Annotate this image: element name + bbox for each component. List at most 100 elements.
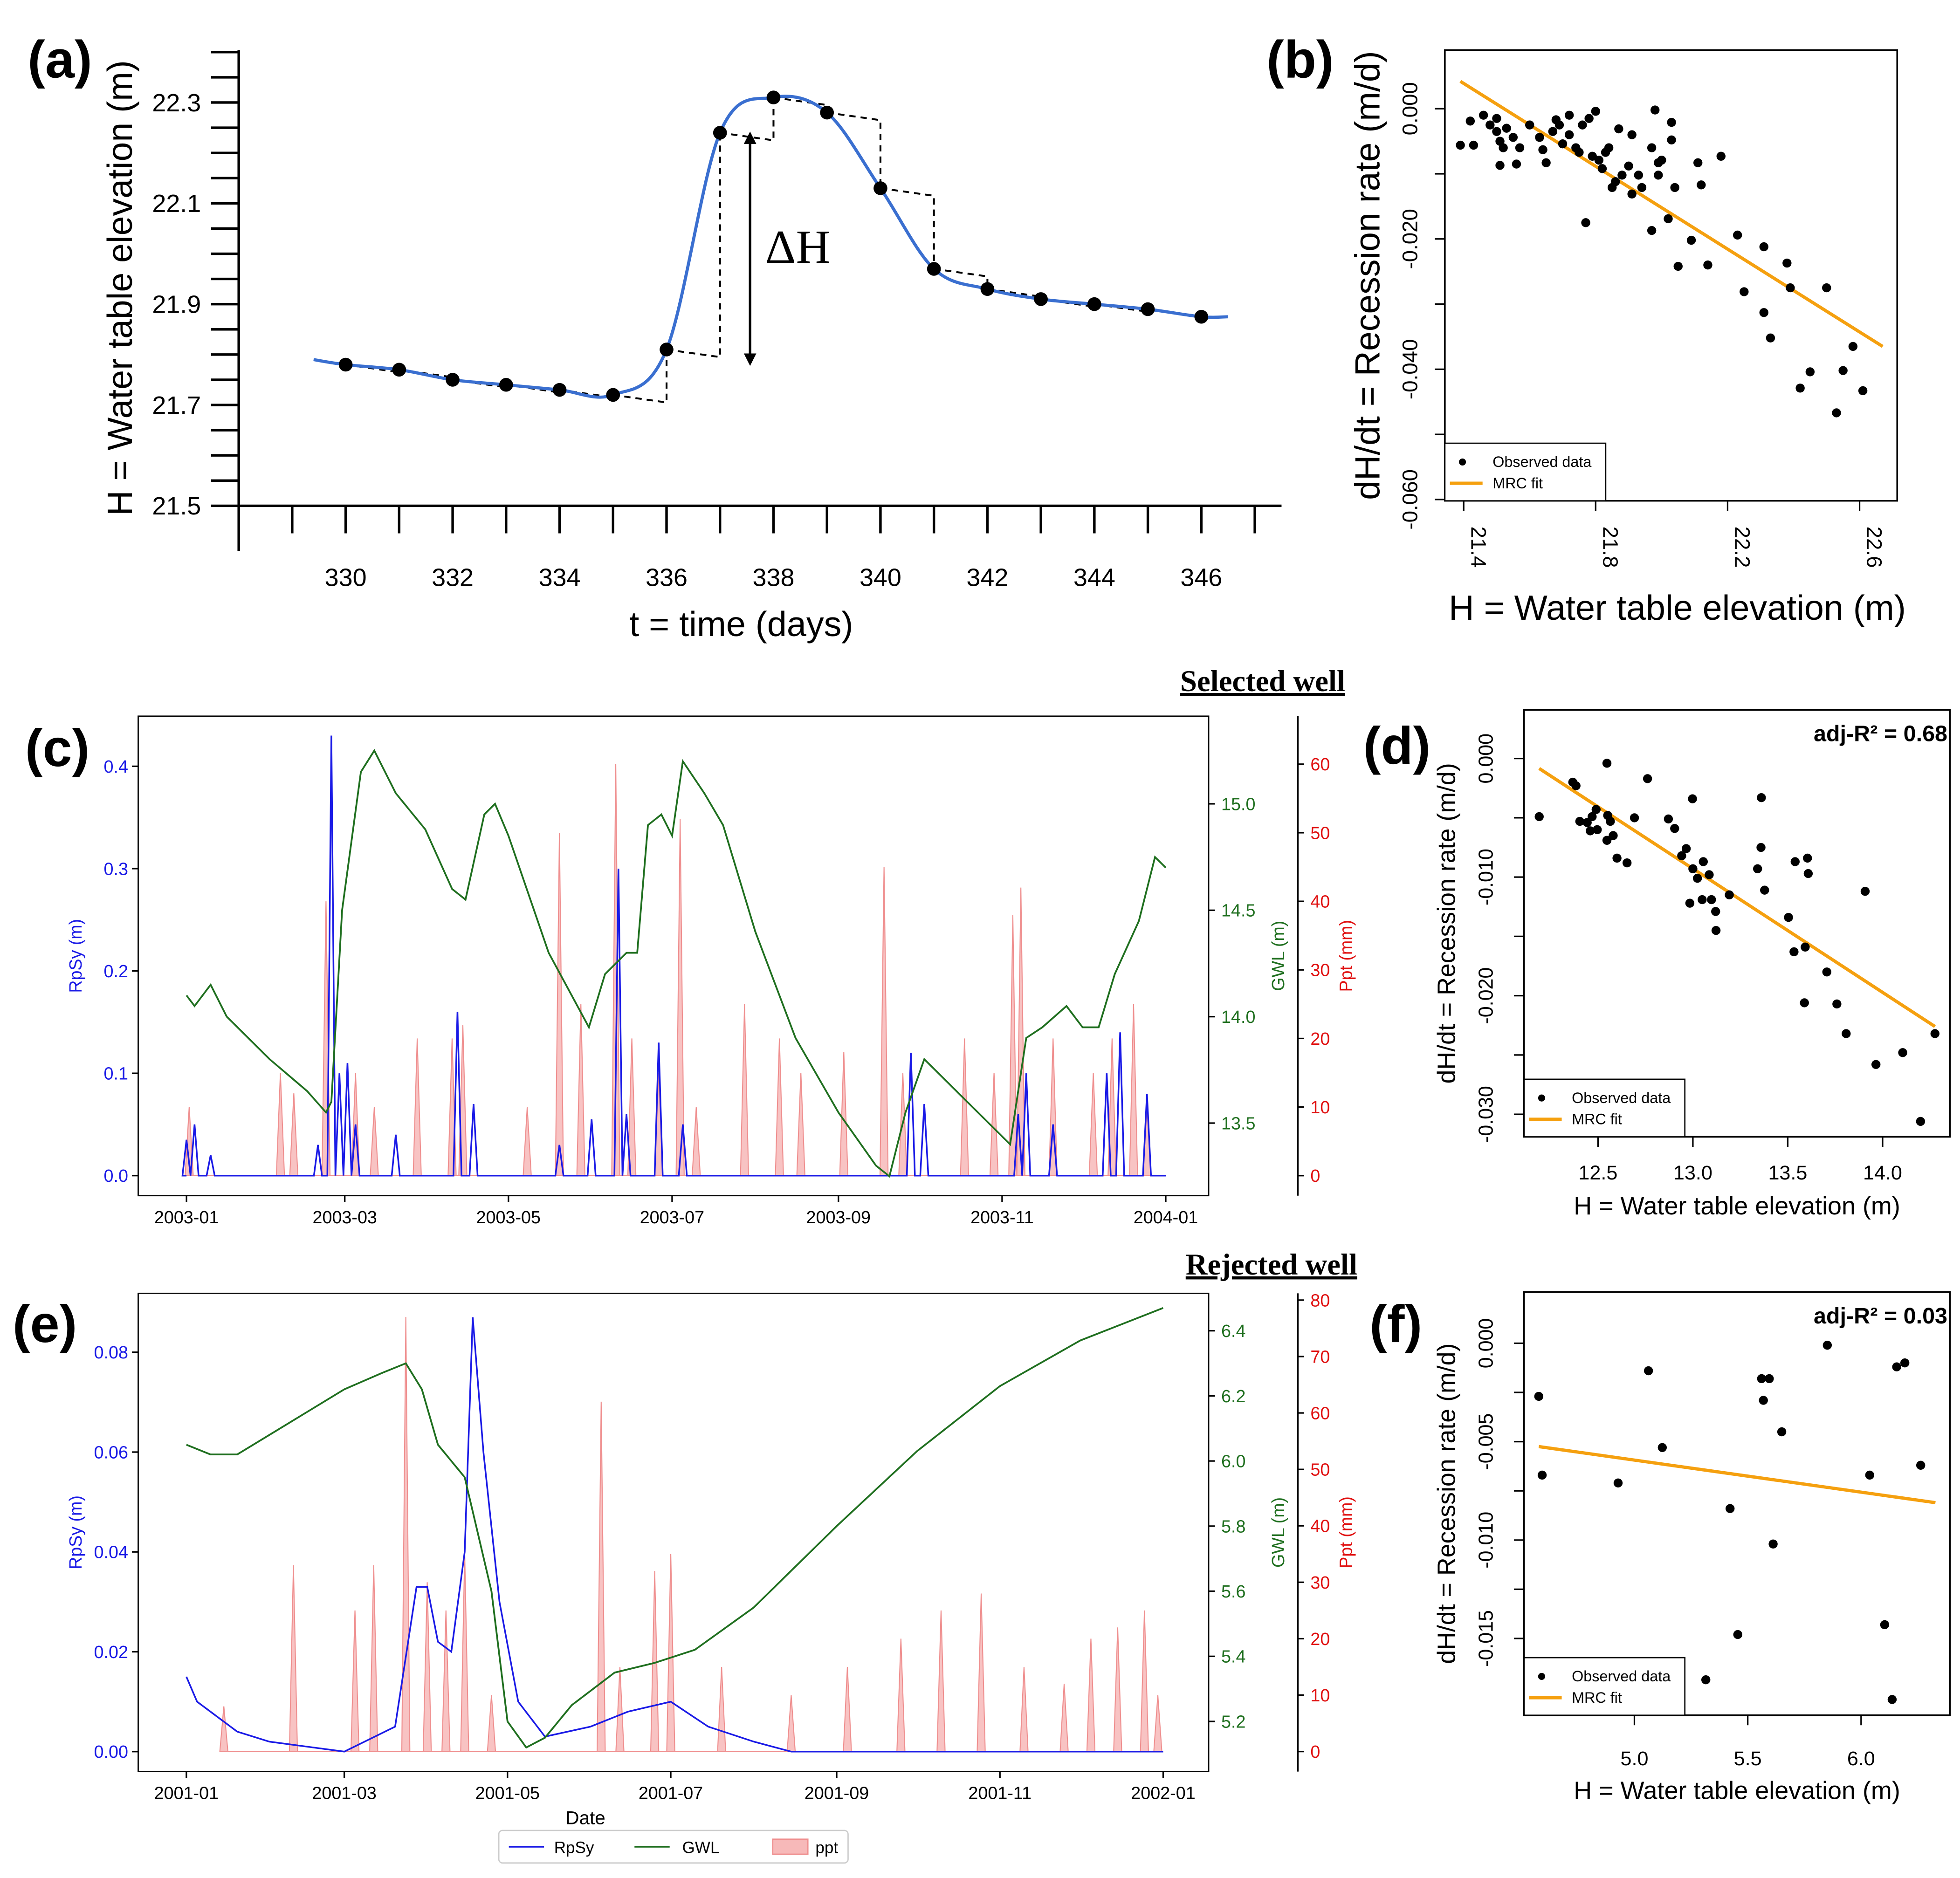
legend-label-observed: Observed data xyxy=(1492,453,1591,470)
observed-data-point xyxy=(1582,818,1592,827)
data-point xyxy=(660,343,674,356)
observed-data-point xyxy=(1756,843,1766,852)
observed-data-point xyxy=(1699,857,1708,866)
mrc-fit-line xyxy=(1538,767,1936,1028)
observed-data-point xyxy=(1606,816,1615,826)
gwl-tick-label: 5.8 xyxy=(1221,1516,1245,1536)
observed-data-point xyxy=(1760,885,1769,895)
x-tick-label: 2003-01 xyxy=(154,1207,219,1227)
rpsy-line xyxy=(181,735,1166,1177)
gwl-tick-label: 5.6 xyxy=(1221,1582,1245,1601)
observed-data-point xyxy=(1832,408,1841,418)
y-tick-label: 0.000 xyxy=(1475,1318,1497,1369)
data-point xyxy=(980,282,995,296)
observed-data-point xyxy=(1842,1029,1851,1038)
observed-data-point xyxy=(1485,120,1495,130)
observed-data-point xyxy=(1571,781,1581,790)
data-point xyxy=(873,181,887,195)
observed-data-point xyxy=(1768,1539,1778,1549)
x-tick-label: 336 xyxy=(646,563,688,591)
x-tick-label: 332 xyxy=(432,563,474,591)
x-tick-label: 22.2 xyxy=(1731,527,1754,568)
ppt-tick-label: 70 xyxy=(1310,1347,1330,1366)
observed-data-point xyxy=(1838,366,1848,375)
x-tick-label: 2001-03 xyxy=(312,1783,376,1803)
gwl-tick-label: 14.0 xyxy=(1221,1007,1255,1027)
plot-frame xyxy=(1523,709,1951,1138)
observed-data-point xyxy=(1575,816,1585,826)
observed-data-point xyxy=(1588,151,1597,161)
adj-r2-label: adj-R² = 0.68 xyxy=(1814,721,1947,747)
observed-data-point xyxy=(1681,844,1691,853)
observed-data-point xyxy=(1701,1675,1711,1685)
gwl-axis-label: GWL (m) xyxy=(1268,921,1288,991)
observed-data-point xyxy=(1657,1443,1667,1452)
gwl-tick-label: 14.5 xyxy=(1221,901,1255,920)
ppt-tick-label: 20 xyxy=(1310,1629,1330,1649)
x-tick-label: 2003-05 xyxy=(476,1207,541,1227)
panel-label: (c) xyxy=(25,719,89,777)
observed-data-point xyxy=(1759,1396,1768,1405)
legend-label-fit: MRC fit xyxy=(1572,1689,1622,1706)
observed-data-point xyxy=(1614,124,1623,134)
x-tick-label: 338 xyxy=(752,563,794,591)
x-tick-label: 342 xyxy=(966,563,1008,591)
rpsy-tick-label: 0.00 xyxy=(94,1742,128,1761)
observed-data-point xyxy=(1900,1358,1910,1368)
x-axis-label: H = Water table elevation (m) xyxy=(1574,1192,1900,1220)
rpsy-tick-label: 0.08 xyxy=(94,1343,128,1362)
observed-data-point xyxy=(1564,110,1574,120)
observed-data-point xyxy=(1644,1366,1653,1376)
data-point xyxy=(552,383,567,397)
legend xyxy=(1444,442,1607,502)
panel-c: (c) Selected well 0.0 0.1 0.2 0.3 0.4 13.5 14.0 1… xyxy=(25,664,1355,1227)
panel-label: (a) xyxy=(28,30,92,89)
observed-data-point xyxy=(1479,110,1488,120)
observed-data-point xyxy=(1541,158,1551,167)
y-tick-label: 0.000 xyxy=(1475,733,1497,784)
observed-data-point xyxy=(1822,967,1831,977)
rpsy-tick-label: 0.06 xyxy=(94,1442,128,1462)
water-table-curve xyxy=(313,95,1228,399)
observed-data-point xyxy=(1515,143,1525,152)
rpsy-tick-label: 0.04 xyxy=(94,1542,128,1562)
y-tick-label: 22.1 xyxy=(152,190,201,218)
legend-point-icon xyxy=(1459,458,1466,466)
observed-data-point xyxy=(1688,794,1697,803)
observed-data-point xyxy=(1512,159,1521,169)
observed-data-point xyxy=(1860,887,1870,896)
y-axis-label: dH/dt = Recession rate (m/d) xyxy=(1348,51,1387,500)
x-axis-label: H = Water table elevation (m) xyxy=(1449,588,1906,627)
x-tick-label: 12.5 xyxy=(1578,1162,1617,1184)
observed-data-point xyxy=(1597,164,1607,173)
observed-data-point xyxy=(1627,130,1637,139)
observed-data-point xyxy=(1673,261,1683,271)
observed-data-point xyxy=(1865,1470,1874,1480)
observed-data-point xyxy=(1456,140,1465,150)
plot-frame xyxy=(138,715,1210,1197)
legend-label-observed: Observed data xyxy=(1572,1668,1671,1685)
observed-data-point xyxy=(1558,139,1568,149)
observed-data-point xyxy=(1698,895,1707,905)
data-point xyxy=(766,90,781,104)
observed-data-point xyxy=(1643,774,1652,783)
data-point xyxy=(499,378,513,392)
x-tick-label: 340 xyxy=(860,563,901,591)
plot-frame xyxy=(1444,49,1898,502)
gwl-tick-label: 15.0 xyxy=(1221,794,1255,814)
observed-data-point xyxy=(1613,1478,1623,1488)
observed-data-point xyxy=(1716,151,1726,161)
observed-data-point xyxy=(1594,156,1604,165)
observed-data-point xyxy=(1880,1620,1890,1630)
ppt-axis-label: Ppt (mm) xyxy=(1336,1496,1355,1569)
ppt-tick-label: 60 xyxy=(1310,1404,1330,1423)
y-tick-label: -0.040 xyxy=(1398,339,1422,399)
rpsy-axis-label: RpSy (m) xyxy=(66,919,85,993)
observed-data-point xyxy=(1630,813,1639,822)
data-point xyxy=(1141,302,1155,316)
data-point xyxy=(713,126,727,140)
observed-data-point xyxy=(1588,812,1597,822)
legend-label-fit: MRC fit xyxy=(1572,1111,1622,1128)
y-tick-label: -0.010 xyxy=(1475,1512,1497,1569)
